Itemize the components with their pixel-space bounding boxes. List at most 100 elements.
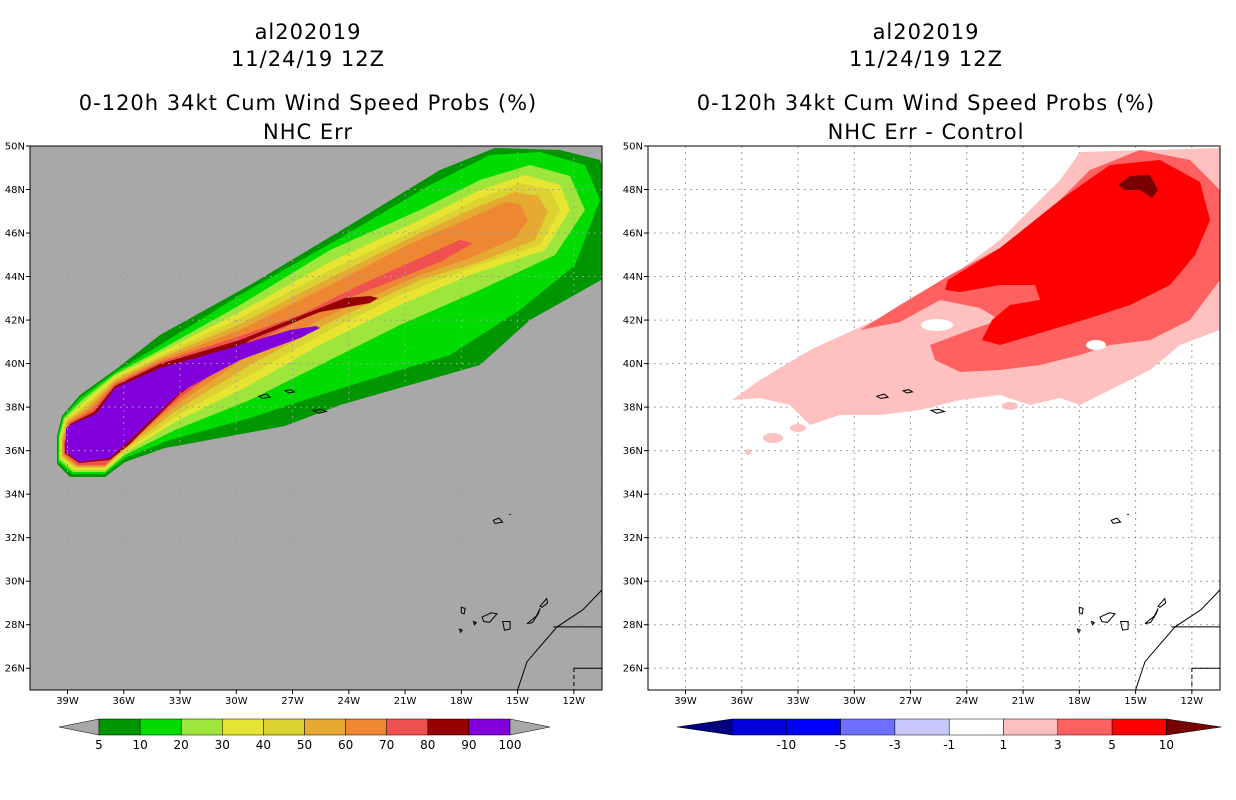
colorbar-swatch bbox=[139, 718, 182, 736]
diff-fleck-3 bbox=[790, 424, 806, 432]
right-map-frame bbox=[647, 145, 1221, 691]
colorbar-label: 3 bbox=[1054, 738, 1062, 752]
lon-label: 15W bbox=[506, 696, 529, 707]
lon-label: 12W bbox=[563, 696, 586, 707]
colorbar-label: -1 bbox=[943, 738, 955, 752]
left-map-frame bbox=[29, 145, 603, 691]
island-outline bbox=[481, 612, 498, 624]
colorbar-swatch bbox=[263, 718, 305, 736]
diff-hole-1 bbox=[921, 319, 953, 331]
island-outline bbox=[460, 606, 466, 615]
lon-label: 18W bbox=[450, 696, 473, 707]
colorbar-label: 90 bbox=[461, 738, 476, 752]
island-outline bbox=[509, 513, 512, 516]
island-outline bbox=[1099, 612, 1116, 624]
lat-label: 46N bbox=[623, 229, 643, 240]
colorbar-swatch bbox=[427, 718, 470, 736]
lat-label: 50N bbox=[623, 142, 643, 153]
island-outline bbox=[929, 408, 946, 414]
lat-label: 34N bbox=[5, 490, 25, 501]
colorbar-swatch bbox=[222, 718, 264, 736]
colorbar-label: 100 bbox=[499, 738, 522, 752]
colorbar-swatch bbox=[468, 718, 511, 736]
colorbar-swatch bbox=[386, 718, 429, 736]
island-outline bbox=[1119, 621, 1129, 631]
lon-label: 39W bbox=[674, 696, 697, 707]
colorbar-label: 70 bbox=[379, 738, 394, 752]
colorbar-swatch bbox=[894, 718, 950, 736]
island-outline bbox=[901, 389, 914, 394]
left-title-subtitle: NHC Err bbox=[262, 120, 353, 144]
lon-label: 30W bbox=[225, 696, 248, 707]
lon-label: 24W bbox=[956, 696, 979, 707]
colorbar-end-triangle bbox=[509, 718, 551, 736]
country-border-dashed bbox=[573, 667, 602, 690]
colorbar-label: 40 bbox=[256, 738, 271, 752]
island-outline bbox=[501, 621, 511, 631]
right-map-panel: 50N48N46N44N42N40N38N36N34N32N30N28N26N … bbox=[623, 142, 1221, 707]
lon-label: 18W bbox=[1068, 696, 1091, 707]
diff-fleck-4 bbox=[1002, 402, 1018, 410]
right-coastlines bbox=[875, 389, 1221, 691]
lat-label: 48N bbox=[5, 185, 25, 196]
colorbar-end-triangle bbox=[676, 718, 733, 736]
lon-label: 12W bbox=[1181, 696, 1204, 707]
lat-label: 32N bbox=[623, 533, 643, 544]
left-title-product: 0-120h 34kt Cum Wind Speed Probs (%) bbox=[78, 91, 538, 115]
right-colorbar: -10 -5 -3 -1 1 3 5 10 bbox=[676, 718, 1222, 752]
island-outline bbox=[257, 393, 272, 399]
lat-label: 40N bbox=[623, 359, 643, 370]
left-lat-labels: 50N 48N 46N 44N 42N 40N 38N 36N 34N 32N 30N 28N 26N bbox=[5, 142, 30, 675]
lat-label: 34N bbox=[623, 490, 643, 501]
island-outline bbox=[1157, 597, 1167, 608]
africa-coastline bbox=[517, 589, 603, 691]
right-title-storm-id: al202019 bbox=[872, 20, 980, 44]
island-outline bbox=[283, 389, 296, 394]
diff-band-10-plus bbox=[1118, 175, 1158, 198]
left-probability-swath bbox=[57, 148, 602, 477]
lon-label: 33W bbox=[169, 696, 192, 707]
lon-label: 27W bbox=[899, 696, 922, 707]
lat-label: 38N bbox=[623, 403, 643, 414]
island-outline bbox=[1076, 628, 1082, 634]
lat-label: 40N bbox=[5, 359, 25, 370]
colorbar-label: 80 bbox=[420, 738, 435, 752]
colorbar-end-triangle bbox=[58, 718, 100, 736]
lat-label: 48N bbox=[623, 185, 643, 196]
lon-label: 24W bbox=[338, 696, 361, 707]
colorbar-swatch bbox=[98, 718, 141, 736]
lon-label: 33W bbox=[787, 696, 810, 707]
lat-label: 38N bbox=[5, 403, 25, 414]
lon-label: 36W bbox=[730, 696, 753, 707]
left-lon-labels: 39W 36W 33W 30W 27W 24W 21W 18W 15W 12W bbox=[56, 690, 585, 707]
lat-label: 42N bbox=[623, 316, 643, 327]
swath-band-90 bbox=[66, 326, 320, 462]
colorbar-label: 30 bbox=[215, 738, 230, 752]
colorbar-swatch bbox=[948, 718, 1004, 736]
colorbar-label: 5 bbox=[1108, 738, 1116, 752]
diff-hole-2 bbox=[1086, 340, 1106, 350]
swath-band-70 bbox=[64, 240, 472, 465]
right-difference-field bbox=[732, 148, 1220, 455]
left-colorbar: 5 10 20 30 40 50 60 70 80 90 100 bbox=[58, 718, 551, 752]
colorbar-swatch bbox=[345, 718, 387, 736]
lat-label: 44N bbox=[5, 272, 25, 283]
island-outline bbox=[1127, 513, 1130, 516]
right-title-datetime: 11/24/19 12Z bbox=[848, 47, 1004, 71]
colorbar-swatch bbox=[731, 718, 787, 736]
left-map-panel: 50N48N46N44N42N40N38N36N34N32N30N28N26N … bbox=[5, 142, 603, 707]
lat-label: 30N bbox=[623, 577, 643, 588]
lat-label: 26N bbox=[5, 664, 25, 675]
colorbar-swatch bbox=[1003, 718, 1059, 736]
colorbar-label: 20 bbox=[174, 738, 189, 752]
lat-label: 28N bbox=[623, 620, 643, 631]
colorbar-label: 10 bbox=[132, 738, 147, 752]
country-border-dashed bbox=[1191, 667, 1220, 690]
right-title-subtitle: NHC Err - Control bbox=[827, 120, 1025, 144]
colorbar-label: 5 bbox=[95, 738, 103, 752]
lon-label: 30W bbox=[843, 696, 866, 707]
right-title-product: 0-120h 34kt Cum Wind Speed Probs (%) bbox=[696, 91, 1156, 115]
island-outline bbox=[526, 608, 541, 625]
island-outline bbox=[458, 628, 464, 634]
